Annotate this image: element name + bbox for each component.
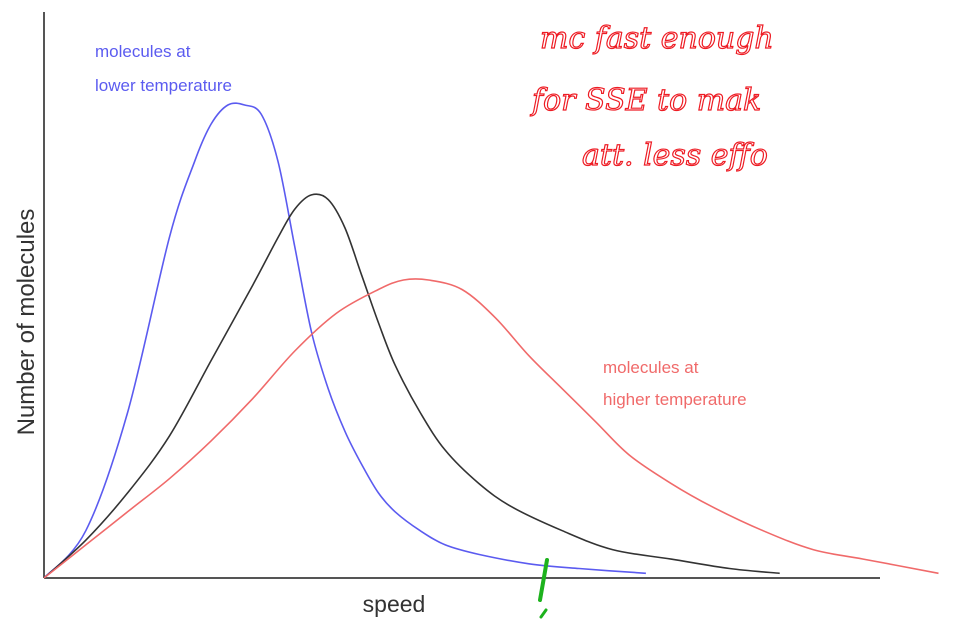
series-line-1: [43, 193, 780, 579]
handwritten-note-line1: mc fast enough: [540, 21, 774, 56]
handwritten-note-line2: for SSE to mak: [530, 83, 761, 118]
green-tick-icon: [539, 608, 548, 619]
legend-high-temp-line2: higher temperature: [603, 390, 747, 409]
handwritten-note-line3: att. less effo: [582, 138, 768, 173]
series-lines: [43, 102, 939, 579]
legend-low-temp-line2: lower temperature: [95, 76, 232, 95]
series-line-2: [43, 278, 939, 579]
y-axis-label: Number of molecules: [13, 209, 40, 436]
legend-low-temp-line1: molecules at: [95, 42, 191, 61]
x-axis-label: speed: [363, 591, 426, 617]
series-line-0: [43, 102, 646, 579]
green-mark-icon: [538, 558, 549, 602]
legend-high-temp-line1: molecules at: [603, 358, 699, 377]
